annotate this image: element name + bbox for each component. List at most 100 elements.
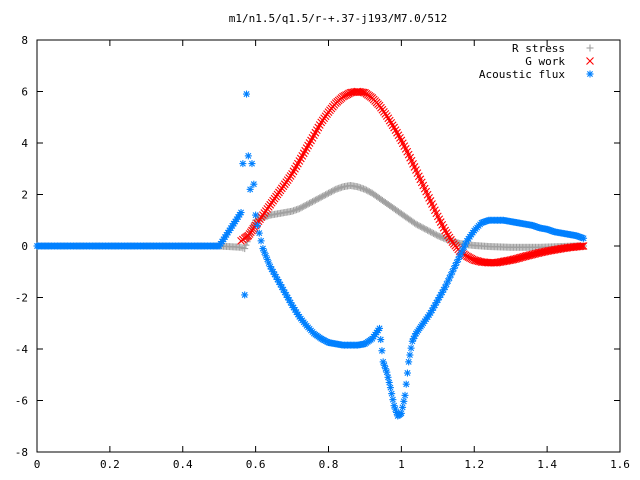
data-point: [300, 202, 308, 210]
data-point: [385, 116, 394, 125]
data-point: [528, 250, 537, 259]
data-point: [438, 234, 446, 242]
data-point: [322, 191, 330, 199]
data-point: [326, 188, 334, 196]
data-point: [389, 396, 397, 404]
data-point: [257, 237, 265, 245]
data-point: [243, 90, 251, 98]
data-point: [388, 390, 396, 398]
data-point: [441, 226, 449, 235]
data-point: [358, 88, 366, 97]
data-point: [244, 152, 252, 160]
data-point: [383, 368, 391, 376]
data-point: [301, 202, 309, 210]
data-point: [418, 223, 426, 231]
data-point: [307, 198, 315, 206]
data-point: [514, 254, 522, 263]
data-point: [444, 231, 452, 240]
series-acoustic-flux: [33, 90, 588, 420]
data-point: [527, 250, 535, 259]
data-point: [362, 186, 370, 194]
data-point: [416, 222, 424, 230]
y-tick-label: -2: [15, 292, 28, 305]
data-point: [580, 234, 588, 242]
data-point: [442, 228, 451, 237]
data-point: [508, 255, 517, 264]
data-point: [250, 180, 258, 188]
y-tick-label: 2: [21, 189, 28, 202]
data-point: [524, 251, 533, 260]
data-point: [330, 186, 338, 194]
x-tick-label: 1.4: [537, 458, 557, 471]
x-tick-label: 1.2: [464, 458, 484, 471]
data-point: [471, 256, 480, 265]
data-point: [470, 256, 479, 265]
series-g-work: [237, 87, 588, 267]
x-tick-label: 0.4: [173, 458, 193, 471]
data-point: [365, 188, 373, 196]
chart-title: m1/n1.5/q1.5/r-+.37-j193/M7.0/512: [229, 12, 448, 25]
data-point: [241, 245, 249, 253]
x-tick-label: 1: [398, 458, 405, 471]
data-point: [403, 369, 411, 377]
data-point: [385, 378, 393, 386]
data-point: [311, 196, 319, 204]
x-tick-label: 0.6: [246, 458, 266, 471]
legend-marker: [586, 57, 594, 65]
data-point: [316, 194, 324, 202]
data-point: [323, 190, 331, 198]
data-point: [253, 221, 261, 229]
data-point: [361, 185, 369, 193]
data-point: [320, 192, 328, 200]
data-point: [241, 291, 249, 299]
data-point: [239, 160, 247, 168]
data-point: [586, 44, 594, 52]
data-point: [397, 409, 405, 417]
data-point: [509, 255, 518, 264]
data-point: [428, 229, 436, 237]
data-point: [518, 253, 527, 262]
data-point: [400, 397, 408, 405]
data-point: [435, 232, 443, 240]
data-point: [422, 226, 430, 234]
data-point: [415, 222, 423, 230]
y-tick-label: 6: [21, 86, 28, 99]
data-point: [386, 384, 394, 392]
data-point: [319, 192, 327, 200]
data-point: [425, 227, 433, 235]
data-point: [388, 121, 397, 130]
y-tick-label: -4: [15, 343, 29, 356]
data-point: [317, 193, 325, 201]
data-point: [413, 221, 421, 229]
x-tick-label: 0.2: [100, 458, 120, 471]
data-point: [437, 233, 445, 241]
data-point: [473, 256, 482, 265]
data-point: [431, 230, 439, 238]
data-point: [382, 112, 391, 120]
data-point: [519, 252, 528, 261]
data-point: [405, 358, 413, 366]
data-point: [401, 391, 409, 399]
axis-ticks: 0 0.2 0.4 0.6 0.8 1 1.2 1.4 1.6 8 6 4 2 0 -2 -4 -6 -8: [15, 34, 630, 471]
data-point: [377, 336, 385, 344]
data-point: [364, 187, 372, 195]
legend-marker: [586, 44, 594, 52]
data-point: [432, 231, 440, 239]
data-point: [295, 205, 303, 213]
data-point: [308, 198, 316, 206]
data-point: [402, 380, 410, 388]
data-point: [387, 119, 396, 127]
data-point: [314, 195, 322, 203]
data-point: [246, 185, 254, 193]
data-point: [576, 242, 585, 251]
data-point: [376, 324, 384, 332]
data-point: [252, 211, 260, 219]
data-point: [429, 229, 437, 237]
data-point: [427, 228, 435, 236]
data-point: [329, 187, 337, 195]
data-point: [399, 403, 407, 411]
y-tick-label: 8: [21, 34, 28, 47]
